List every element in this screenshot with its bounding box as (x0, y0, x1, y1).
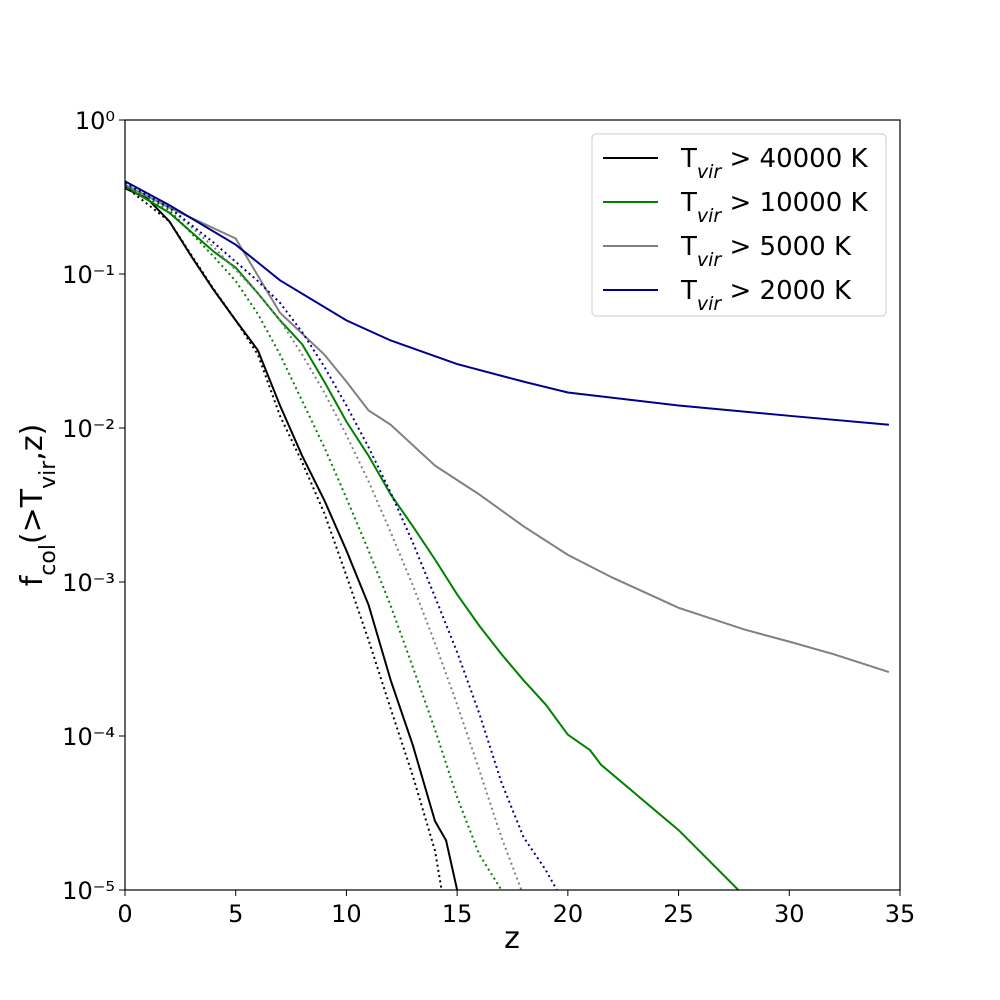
legend-label-part: T (680, 188, 697, 218)
y-tick-label: 10⁻⁵ (62, 877, 115, 905)
legend-label-part: > 10000 K (721, 188, 868, 218)
y-axis-label-part: col (36, 544, 61, 576)
x-tick-label: 20 (553, 900, 584, 928)
y-axis-label-part: f (15, 574, 50, 586)
legend-label: Tvir > 40000 K (680, 144, 869, 183)
series-line (125, 182, 523, 890)
legend-label-part: > 5000 K (721, 232, 852, 262)
x-tick-label: 30 (774, 900, 805, 928)
y-axis-label: fcol(>Tvir,z) (15, 424, 61, 587)
legend-label: Tvir > 2000 K (680, 276, 852, 315)
y-tick-label: 10⁻² (62, 415, 115, 443)
legend-label: Tvir > 10000 K (680, 188, 869, 227)
legend-label-part: T (680, 144, 697, 174)
legend-box (591, 133, 887, 317)
x-tick-label: 35 (885, 900, 916, 928)
series-line (125, 185, 740, 890)
series-line (125, 185, 443, 890)
plot-lines (125, 180, 890, 890)
legend-label-part: T (680, 232, 697, 262)
series-line (125, 180, 890, 426)
plot-frame (124, 119, 901, 891)
series-line (125, 187, 459, 890)
x-tick-label: 10 (331, 900, 362, 928)
y-axis-label-part: vir (36, 460, 61, 489)
legend-label-part: > 40000 K (721, 144, 868, 174)
x-tick-label: 25 (663, 900, 694, 928)
legend-label-part: vir (697, 293, 723, 315)
y-tick-label: 10⁻³ (62, 569, 115, 597)
legend-label-part: vir (697, 161, 723, 183)
series-line (125, 183, 890, 674)
legend-label-part: vir (697, 205, 723, 227)
legend-label-part: T (680, 276, 697, 306)
y-axis-label-part: ,z) (15, 424, 50, 461)
y-tick-label: 10⁻¹ (62, 261, 115, 289)
legend-label-part: > 2000 K (721, 276, 852, 306)
series-line (125, 183, 503, 890)
x-tick-label: 5 (228, 900, 243, 928)
y-tick-label: 10⁻⁴ (62, 723, 115, 751)
legend-label-part: vir (697, 249, 723, 271)
x-axis-label: z (504, 921, 520, 956)
legend-label: Tvir > 5000 K (680, 232, 852, 271)
x-tick-label: 15 (442, 900, 473, 928)
series-line (125, 182, 558, 890)
y-axis-label-part: (>T (15, 488, 50, 544)
x-tick-label: 0 (117, 900, 132, 928)
y-tick-label: 10⁰ (75, 107, 115, 135)
